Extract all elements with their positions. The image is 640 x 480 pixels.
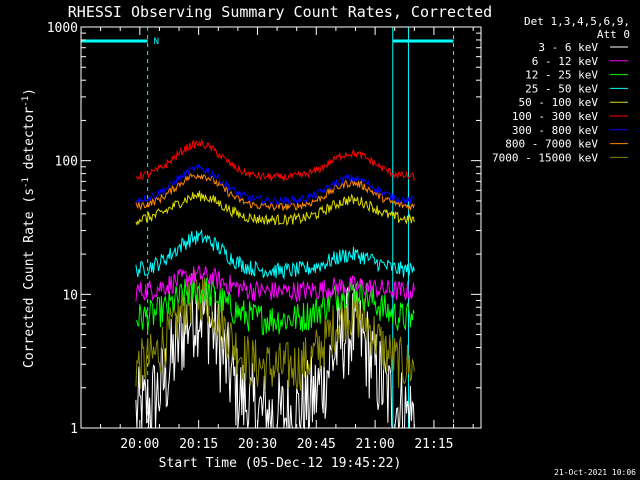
x-axis-label: Start Time (05-Dec-12 19:45:22) [159, 456, 402, 471]
legend-label: 7000 - 15000 keV [492, 151, 598, 164]
series-line [135, 190, 415, 226]
x-tick-label: 20:00 [120, 437, 159, 452]
x-tick-label: 20:15 [179, 437, 218, 452]
legend-label: 3 - 6 keV [538, 41, 598, 54]
legend-label: 6 - 12 keV [532, 55, 599, 68]
footer-date: 21-Oct-2021 10:06 [554, 468, 636, 477]
legend-header-line-1: Det 1,3,4,5,6,9, [524, 15, 630, 28]
series-line [135, 172, 415, 212]
y-tick-label: 1000 [47, 21, 78, 36]
legend-label: 25 - 50 keV [525, 82, 598, 95]
legend-label: 50 - 100 keV [519, 96, 599, 109]
series-line [135, 265, 415, 303]
x-tick-label: 20:45 [297, 437, 336, 452]
y-tick-label: 10 [62, 288, 78, 303]
legend-label: 300 - 800 keV [512, 124, 598, 137]
x-tick-label: 20:30 [238, 437, 277, 452]
chart-title: RHESSI Observing Summary Count Rates, Co… [68, 3, 492, 21]
y-axis-label: Corrected Count Rate (s-1 detector-1) [21, 88, 37, 368]
series-line [135, 269, 415, 392]
y-tick-label: 1 [70, 422, 78, 437]
x-tick-label: 21:00 [356, 437, 395, 452]
legend-label: 100 - 300 keV [512, 110, 598, 123]
y-axis: 1 10 100 1000 [47, 21, 481, 437]
night-flag-label: N [154, 37, 159, 47]
series-line [135, 277, 415, 336]
legend-label: 12 - 25 keV [525, 69, 598, 82]
x-axis: 20:00 20:15 20:30 20:45 21:00 21:15 [100, 27, 474, 452]
series-line [135, 138, 415, 183]
legend-header-line-2: Att 0 [597, 28, 630, 41]
series-line [135, 228, 415, 280]
x-tick-label: 21:15 [414, 437, 453, 452]
legend-label: 800 - 7000 keV [505, 138, 598, 151]
plot-frame [80, 26, 482, 429]
y-tick-label: 100 [55, 155, 78, 170]
series-line [135, 163, 415, 206]
